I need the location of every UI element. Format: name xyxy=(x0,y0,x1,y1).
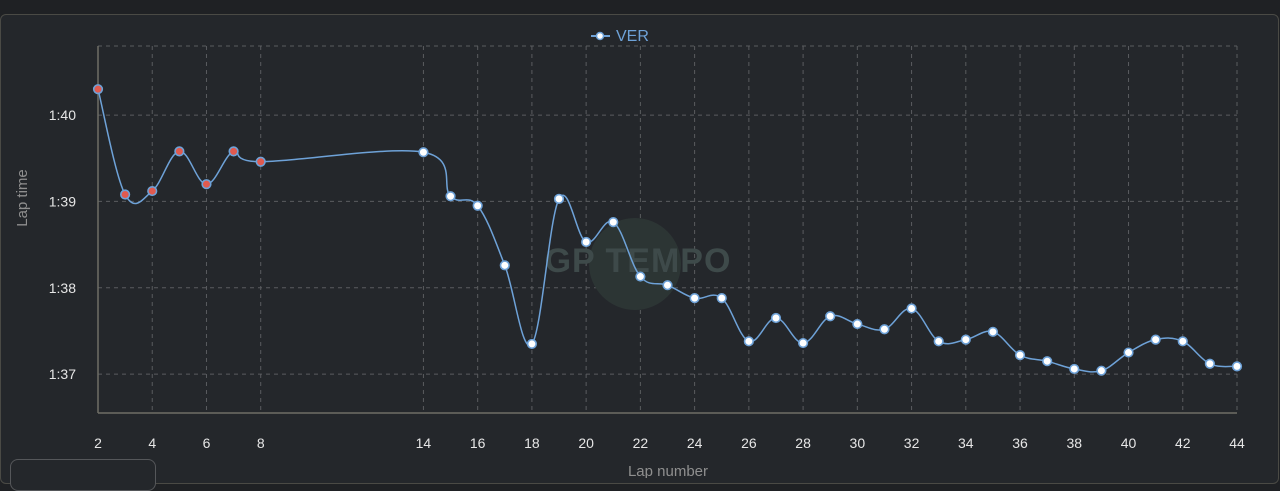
y-axis-title: Lap time xyxy=(14,169,31,227)
x-tick-label: 8 xyxy=(257,435,265,451)
data-point-lap-14[interactable] xyxy=(418,147,429,158)
x-tick-label: 28 xyxy=(795,435,811,451)
data-point-lap-43[interactable] xyxy=(1204,358,1215,369)
watermark-circle xyxy=(589,218,681,310)
x-tick-label: 42 xyxy=(1175,435,1191,451)
data-point-lap-34[interactable] xyxy=(960,334,971,345)
data-point-lap-30[interactable] xyxy=(852,318,863,330)
y-tick-label: 1:40 xyxy=(49,107,76,123)
data-point-lap-18[interactable] xyxy=(526,338,538,350)
x-axis-title: Lap number xyxy=(628,463,708,478)
x-tick-label: 44 xyxy=(1229,435,1245,451)
x-tick-label: 16 xyxy=(470,435,486,451)
data-point-lap-2[interactable] xyxy=(92,84,104,95)
x-tick-label: 38 xyxy=(1066,435,1082,451)
grid xyxy=(97,45,1238,413)
x-tick-label: 24 xyxy=(687,435,703,451)
y-tick-label: 1:39 xyxy=(49,193,76,209)
data-point-lap-5[interactable] xyxy=(174,146,185,157)
x-tick-label: 32 xyxy=(904,435,920,451)
data-point-lap-32[interactable] xyxy=(906,303,917,314)
data-point-lap-28[interactable] xyxy=(797,337,809,349)
data-point-lap-39[interactable] xyxy=(1096,365,1107,376)
legend-marker-icon xyxy=(595,31,605,41)
series-ver xyxy=(92,84,1243,376)
data-point-lap-41[interactable] xyxy=(1150,334,1161,345)
x-tick-label: 34 xyxy=(958,435,974,451)
x-tick-label: 20 xyxy=(578,435,594,451)
legend-label-ver[interactable]: VER xyxy=(616,28,649,45)
data-point-lap-33[interactable] xyxy=(933,336,944,347)
y-tick-label: 1:38 xyxy=(49,280,76,296)
data-point-lap-44[interactable] xyxy=(1231,361,1243,372)
data-point-lap-27[interactable] xyxy=(770,312,782,324)
data-point-lap-23[interactable] xyxy=(662,280,673,291)
data-point-lap-15[interactable] xyxy=(445,191,456,202)
x-tick-label: 2 xyxy=(94,435,102,451)
data-point-lap-36[interactable] xyxy=(1014,350,1026,361)
data-point-lap-38[interactable] xyxy=(1069,363,1080,375)
x-tick-label: 36 xyxy=(1012,435,1028,451)
y-tick-label: 1:37 xyxy=(49,366,76,382)
x-tick-label: 14 xyxy=(416,435,432,451)
data-point-lap-4[interactable] xyxy=(147,185,158,197)
data-point-lap-3[interactable] xyxy=(120,189,131,200)
x-tick-label: 18 xyxy=(524,435,540,451)
data-point-lap-26[interactable] xyxy=(743,336,754,347)
data-point-lap-22[interactable] xyxy=(635,271,646,282)
x-tick-label: 22 xyxy=(633,435,649,451)
data-point-lap-21[interactable] xyxy=(608,217,619,228)
legend[interactable]: VER xyxy=(591,28,649,45)
data-point-lap-6[interactable] xyxy=(201,179,212,190)
data-point-lap-16[interactable] xyxy=(472,200,483,211)
axes xyxy=(97,46,1237,414)
x-tick-label: 26 xyxy=(741,435,757,451)
watermark: GP TEMPO xyxy=(545,218,730,310)
series-line-ver xyxy=(97,88,1238,373)
data-point-lap-19[interactable] xyxy=(553,193,565,204)
lap-time-chart: GP TEMPO 1:371:381:391:40 2 4 6 8 14 16 18 20 22… xyxy=(14,28,1245,478)
data-point-lap-20[interactable] xyxy=(581,236,592,248)
data-point-lap-7[interactable] xyxy=(228,146,239,157)
data-point-lap-42[interactable] xyxy=(1177,336,1188,347)
data-point-lap-8[interactable] xyxy=(255,156,266,167)
x-tick-label: 4 xyxy=(148,435,156,451)
x-tick-label: 6 xyxy=(203,435,211,451)
x-tick-label: 40 xyxy=(1121,435,1137,451)
x-tick-label: 30 xyxy=(850,435,866,451)
data-point-lap-24[interactable] xyxy=(689,293,700,304)
data-point-lap-37[interactable] xyxy=(1042,356,1053,367)
data-point-lap-25[interactable] xyxy=(716,293,727,304)
data-point-lap-29[interactable] xyxy=(825,311,836,322)
x-tick-labels: 2 4 6 8 14 16 18 20 22 24 26 28 30 32 34 36 38 40 42 44 xyxy=(94,435,1245,451)
data-point-lap-31[interactable] xyxy=(879,324,890,335)
y-tick-labels: 1:37 1:38 1:39 1:40 xyxy=(49,107,76,382)
data-point-lap-40[interactable] xyxy=(1123,347,1134,358)
data-point-lap-17[interactable] xyxy=(499,260,510,271)
data-point-lap-35[interactable] xyxy=(987,326,999,337)
